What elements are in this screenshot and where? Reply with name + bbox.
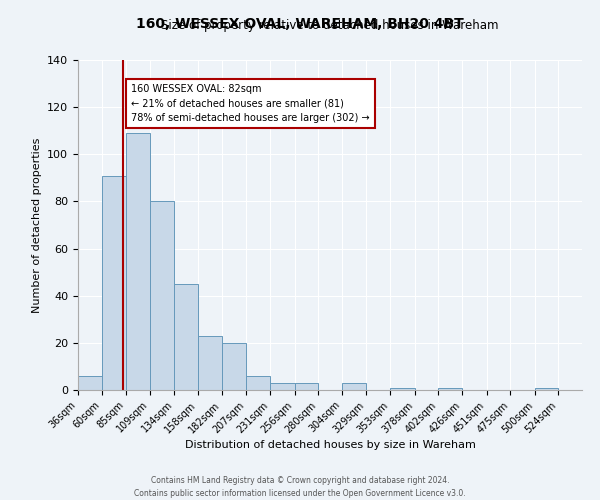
Bar [101, 176, 126, 390]
Bar [438, 388, 462, 390]
X-axis label: Distribution of detached houses by size in Wareham: Distribution of detached houses by size … [185, 440, 475, 450]
Bar [247, 376, 270, 390]
Bar [126, 133, 150, 390]
Title: Size of property relative to detached houses in Wareham: Size of property relative to detached ho… [161, 20, 499, 32]
Bar [342, 383, 367, 390]
Bar [270, 383, 295, 390]
Bar [535, 388, 559, 390]
Bar [295, 383, 318, 390]
Text: 160, WESSEX OVAL, WAREHAM, BH20 4BT: 160, WESSEX OVAL, WAREHAM, BH20 4BT [136, 18, 464, 32]
Text: Contains HM Land Registry data © Crown copyright and database right 2024.
Contai: Contains HM Land Registry data © Crown c… [134, 476, 466, 498]
Text: 160 WESSEX OVAL: 82sqm
← 21% of detached houses are smaller (81)
78% of semi-det: 160 WESSEX OVAL: 82sqm ← 21% of detached… [131, 84, 370, 123]
Y-axis label: Number of detached properties: Number of detached properties [32, 138, 41, 312]
Bar [222, 343, 247, 390]
Bar [175, 284, 198, 390]
Bar [150, 202, 175, 390]
Bar [390, 388, 415, 390]
Bar [198, 336, 222, 390]
Bar [78, 376, 101, 390]
